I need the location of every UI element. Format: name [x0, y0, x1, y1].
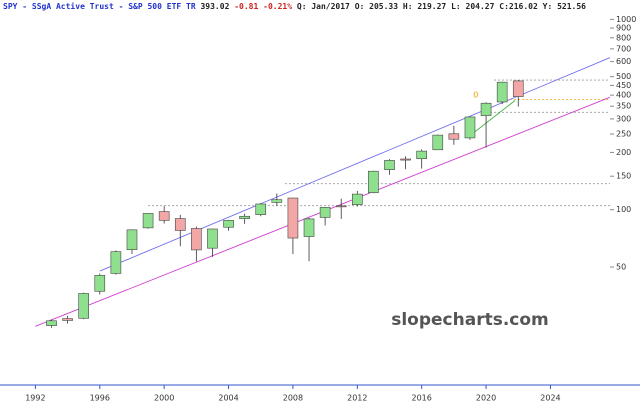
trendline [469, 100, 516, 137]
y-tick-label: 450 [616, 81, 631, 90]
y-tick-label: 350 [616, 102, 631, 111]
candle-body [464, 116, 476, 139]
last-price: 393.02 [200, 2, 230, 11]
candle-body [416, 150, 427, 160]
x-tick-label: 2020 [476, 394, 496, 403]
candle-body [368, 170, 379, 193]
header: SPY - SSgA Active Trust - S&P 500 ETF TR… [3, 2, 586, 11]
candle-body [158, 211, 170, 221]
candle-body [448, 133, 460, 140]
y-tick-label: 1000 [616, 15, 636, 24]
y-tick-label: 500 [616, 72, 631, 81]
x-tick-label: 2000 [154, 394, 174, 403]
x-tick-label: 2016 [412, 394, 432, 403]
y-tick-label: 150 [616, 172, 631, 181]
x-tick-label: 2012 [347, 394, 367, 403]
symbol-title: SPY - SSgA Active Trust - S&P 500 ETF TR [3, 2, 196, 11]
close: 216.02 [508, 2, 538, 11]
x-tick-label: 1992 [25, 394, 45, 403]
candle-body [480, 102, 492, 116]
x-tick-label: 2004 [218, 394, 238, 403]
extra: Y: 521.56 [542, 2, 586, 11]
candle-body [400, 158, 411, 161]
change-pct: -0.21% [263, 2, 293, 11]
y-tick-label: 100 [616, 205, 631, 214]
open: O: 205.33 [354, 2, 399, 11]
y-tick-label: 50 [616, 263, 626, 272]
y-tick-label: 300 [616, 114, 631, 123]
candle-body [384, 160, 395, 170]
candle-body [303, 218, 315, 237]
candle-body [207, 228, 218, 249]
x-tick-label: 2008 [283, 394, 303, 403]
candle-body [255, 203, 267, 215]
plot-area [35, 57, 610, 328]
candle-body [223, 220, 234, 228]
trendline [99, 57, 610, 272]
candle-body [335, 205, 347, 208]
y-tick-label: 200 [616, 148, 631, 157]
y-tick-label: 700 [616, 44, 631, 53]
candle-body [126, 229, 138, 250]
annotation: 0 [473, 91, 478, 100]
low: L: 204.27 [451, 2, 495, 11]
candle-body [496, 81, 508, 103]
y-tick-label: 600 [616, 57, 631, 66]
x-tick-label: 2024 [540, 394, 560, 403]
candle-body [191, 228, 202, 251]
y-tick-label: 900 [616, 24, 631, 33]
candle-body [512, 80, 524, 97]
x-tick-label: 1996 [90, 394, 110, 403]
y-tick-label: 250 [616, 129, 631, 138]
candle-body [62, 318, 73, 321]
y-tick-label: 800 [616, 33, 631, 42]
high: H: 219.27 [402, 2, 447, 11]
candle-body [432, 134, 444, 151]
y-tick-label: 400 [616, 91, 631, 100]
close-label: C: [499, 2, 509, 11]
candle-body [271, 199, 283, 203]
candle-body [319, 207, 331, 218]
candle-body [174, 218, 186, 231]
candle-body [78, 293, 89, 319]
candle-body [46, 320, 57, 326]
watermark: slopecharts.com [391, 310, 549, 330]
candle-body [352, 193, 363, 205]
candle-body [142, 213, 154, 229]
period: Q: Jan/2017 [296, 2, 350, 11]
candle-body [239, 215, 250, 220]
candle-body [287, 197, 299, 239]
candle-body [94, 275, 106, 292]
candle-body [110, 251, 122, 274]
change: -0.81 [234, 2, 259, 11]
